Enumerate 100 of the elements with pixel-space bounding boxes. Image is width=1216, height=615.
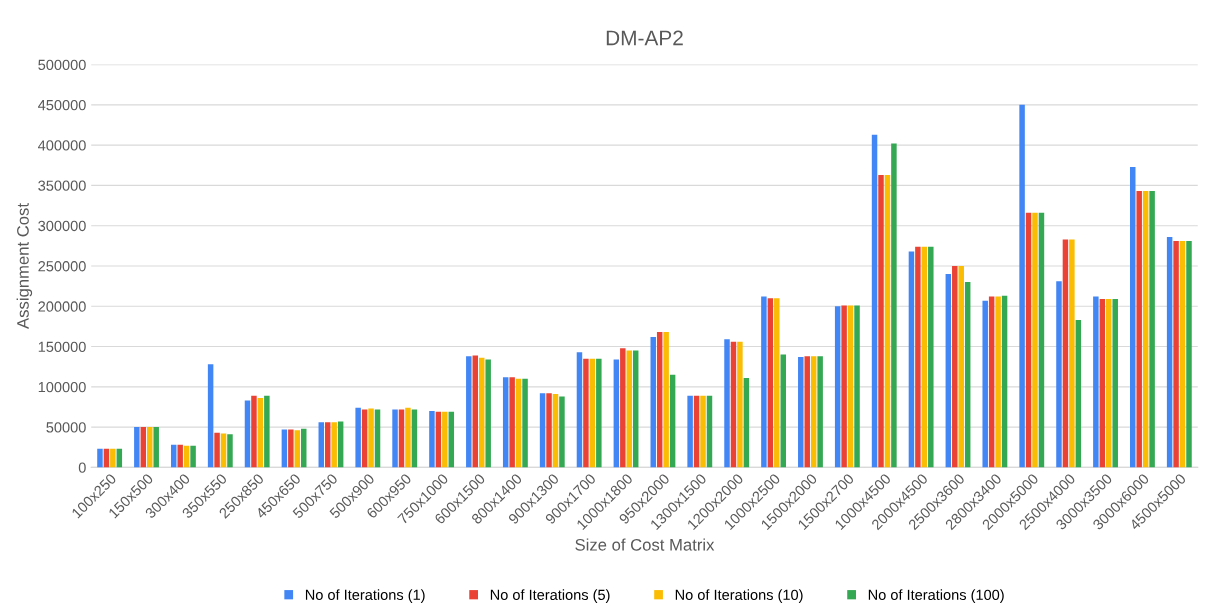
bar: [214, 432, 220, 468]
bar: [1038, 212, 1045, 468]
bar: [693, 395, 700, 468]
y-tick-label: 300000: [38, 220, 86, 232]
legend-label: No of Iterations (100): [868, 589, 1004, 603]
bar: [1019, 104, 1025, 468]
bar: [1069, 239, 1075, 468]
bar: [485, 359, 491, 468]
bar: [908, 251, 915, 468]
bar: [761, 296, 767, 468]
bar: [632, 350, 639, 468]
bar: [1099, 299, 1106, 468]
bar: [958, 265, 964, 468]
bar: [1166, 236, 1173, 468]
bar: [583, 358, 589, 468]
bar: [871, 134, 878, 468]
bar: [361, 409, 368, 468]
bar: [596, 358, 602, 468]
bar: [331, 422, 337, 468]
bar: [140, 427, 147, 468]
bar: [891, 143, 897, 468]
bar: [227, 434, 233, 468]
bar: [774, 298, 780, 468]
bar: [626, 350, 633, 468]
bar: [982, 300, 988, 468]
bar: [1106, 299, 1112, 468]
bar: [1173, 241, 1179, 468]
y-tick-label: 150000: [38, 341, 86, 352]
bar: [110, 448, 116, 468]
bar: [700, 395, 706, 468]
bar: [257, 398, 264, 468]
y-tick-label: 400000: [38, 140, 86, 151]
bar: [1130, 166, 1136, 468]
bar: [928, 246, 934, 468]
y-tick-label: 50000: [46, 422, 86, 433]
bar: [730, 341, 737, 468]
bar: [1149, 191, 1155, 468]
bar: [995, 296, 1001, 468]
bar: [559, 396, 565, 468]
bar: [1001, 295, 1008, 468]
bar: [767, 298, 774, 468]
bar: [147, 427, 153, 468]
bar: [945, 274, 952, 468]
bar: [743, 377, 750, 468]
bar: [1179, 241, 1186, 468]
bar: [324, 422, 331, 468]
bar: [656, 332, 663, 468]
bar: [952, 265, 958, 468]
bar: [509, 377, 515, 468]
bar: [810, 356, 817, 468]
bar: [522, 378, 528, 468]
bar: [337, 421, 344, 468]
bar: [663, 332, 669, 468]
bar: [915, 246, 921, 468]
y-tick-label: 450000: [38, 99, 86, 111]
bar: [153, 427, 159, 468]
bar: [466, 356, 472, 468]
y-axis-title: Assignment Cost: [16, 203, 33, 329]
bar: [1186, 241, 1192, 468]
bar: [1075, 319, 1082, 468]
bar: [294, 430, 301, 468]
bar: [669, 374, 676, 468]
bar: [442, 411, 448, 468]
bar: [97, 448, 103, 468]
bar: [964, 282, 971, 468]
bar: [318, 422, 325, 468]
bar: [1112, 299, 1118, 468]
bar: [411, 409, 418, 468]
bar: [392, 409, 398, 468]
bar: [288, 429, 294, 468]
bar: [398, 409, 405, 468]
bar: [988, 296, 995, 468]
bar: [207, 364, 214, 468]
bar: [429, 411, 435, 468]
bar: [264, 395, 270, 468]
bar: [620, 348, 626, 468]
bar: [780, 354, 786, 468]
bar: [190, 445, 196, 468]
bar: [515, 378, 522, 468]
bar: [244, 400, 251, 468]
bar: [834, 306, 841, 468]
bar: [878, 174, 884, 468]
bar: [724, 339, 730, 468]
chart-title: DM-AP2: [606, 30, 683, 46]
bar: [472, 355, 479, 468]
legend-label: No of Iterations (1): [305, 589, 425, 603]
bar: [448, 411, 455, 468]
bar: [1093, 296, 1099, 468]
y-tick-label: 100000: [38, 381, 86, 393]
bar: [374, 409, 381, 468]
bar: [1136, 191, 1142, 468]
bar: [405, 407, 411, 468]
bar: [798, 357, 804, 468]
legend-label: No of Iterations (5): [490, 589, 610, 603]
bar: [1032, 212, 1038, 468]
bar: [804, 356, 810, 468]
bar: [301, 428, 307, 468]
bar: [355, 407, 361, 468]
bar: [502, 377, 509, 468]
bar: [1062, 239, 1069, 468]
